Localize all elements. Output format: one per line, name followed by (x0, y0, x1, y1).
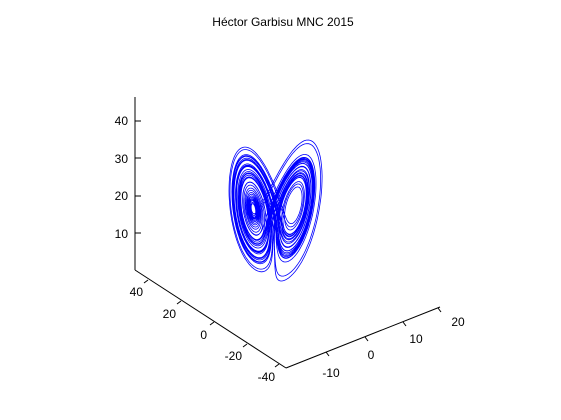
x-tick-label: 40 (130, 285, 144, 299)
x-tick-mark (143, 279, 149, 284)
y-tick-mark (364, 336, 369, 342)
x-tick-label: 20 (163, 307, 177, 321)
y-tick-mark (402, 321, 407, 327)
x-tick-mark (176, 300, 182, 305)
x-tick-mark (242, 343, 248, 348)
y-tick-mark (325, 351, 330, 357)
y-tick-label: -10 (322, 366, 340, 380)
axes-3d (134, 97, 441, 369)
y-tick-label: 0 (368, 348, 375, 362)
x-tick-label: 0 (200, 328, 207, 342)
x-tick-label: -20 (225, 349, 243, 363)
y-tick-label: 20 (451, 315, 465, 329)
chart-title: Héctor Garbisu MNC 2015 (212, 15, 354, 29)
z-tick-label: 30 (115, 152, 129, 166)
x-tick-mark (209, 321, 215, 326)
x-tick-mark (274, 363, 280, 368)
y-tick-label: 10 (409, 332, 423, 346)
z-tick-label: 20 (115, 189, 129, 203)
x-axis-line (134, 269, 287, 369)
z-axis-ticks: 10 20 30 40 (115, 114, 141, 241)
y-axis-line (285, 306, 441, 369)
y-tick-mark (437, 307, 442, 313)
z-tick-label: 40 (115, 114, 129, 128)
x-tick-label: -40 (258, 370, 276, 384)
x-axis-ticks: 40 20 0 -20 -40 (130, 279, 280, 384)
y-axis-ticks: -10 0 10 20 (322, 307, 465, 380)
z-tick-label: 10 (115, 227, 129, 241)
trajectory-line (228, 139, 323, 282)
trajectory-series (228, 139, 323, 282)
